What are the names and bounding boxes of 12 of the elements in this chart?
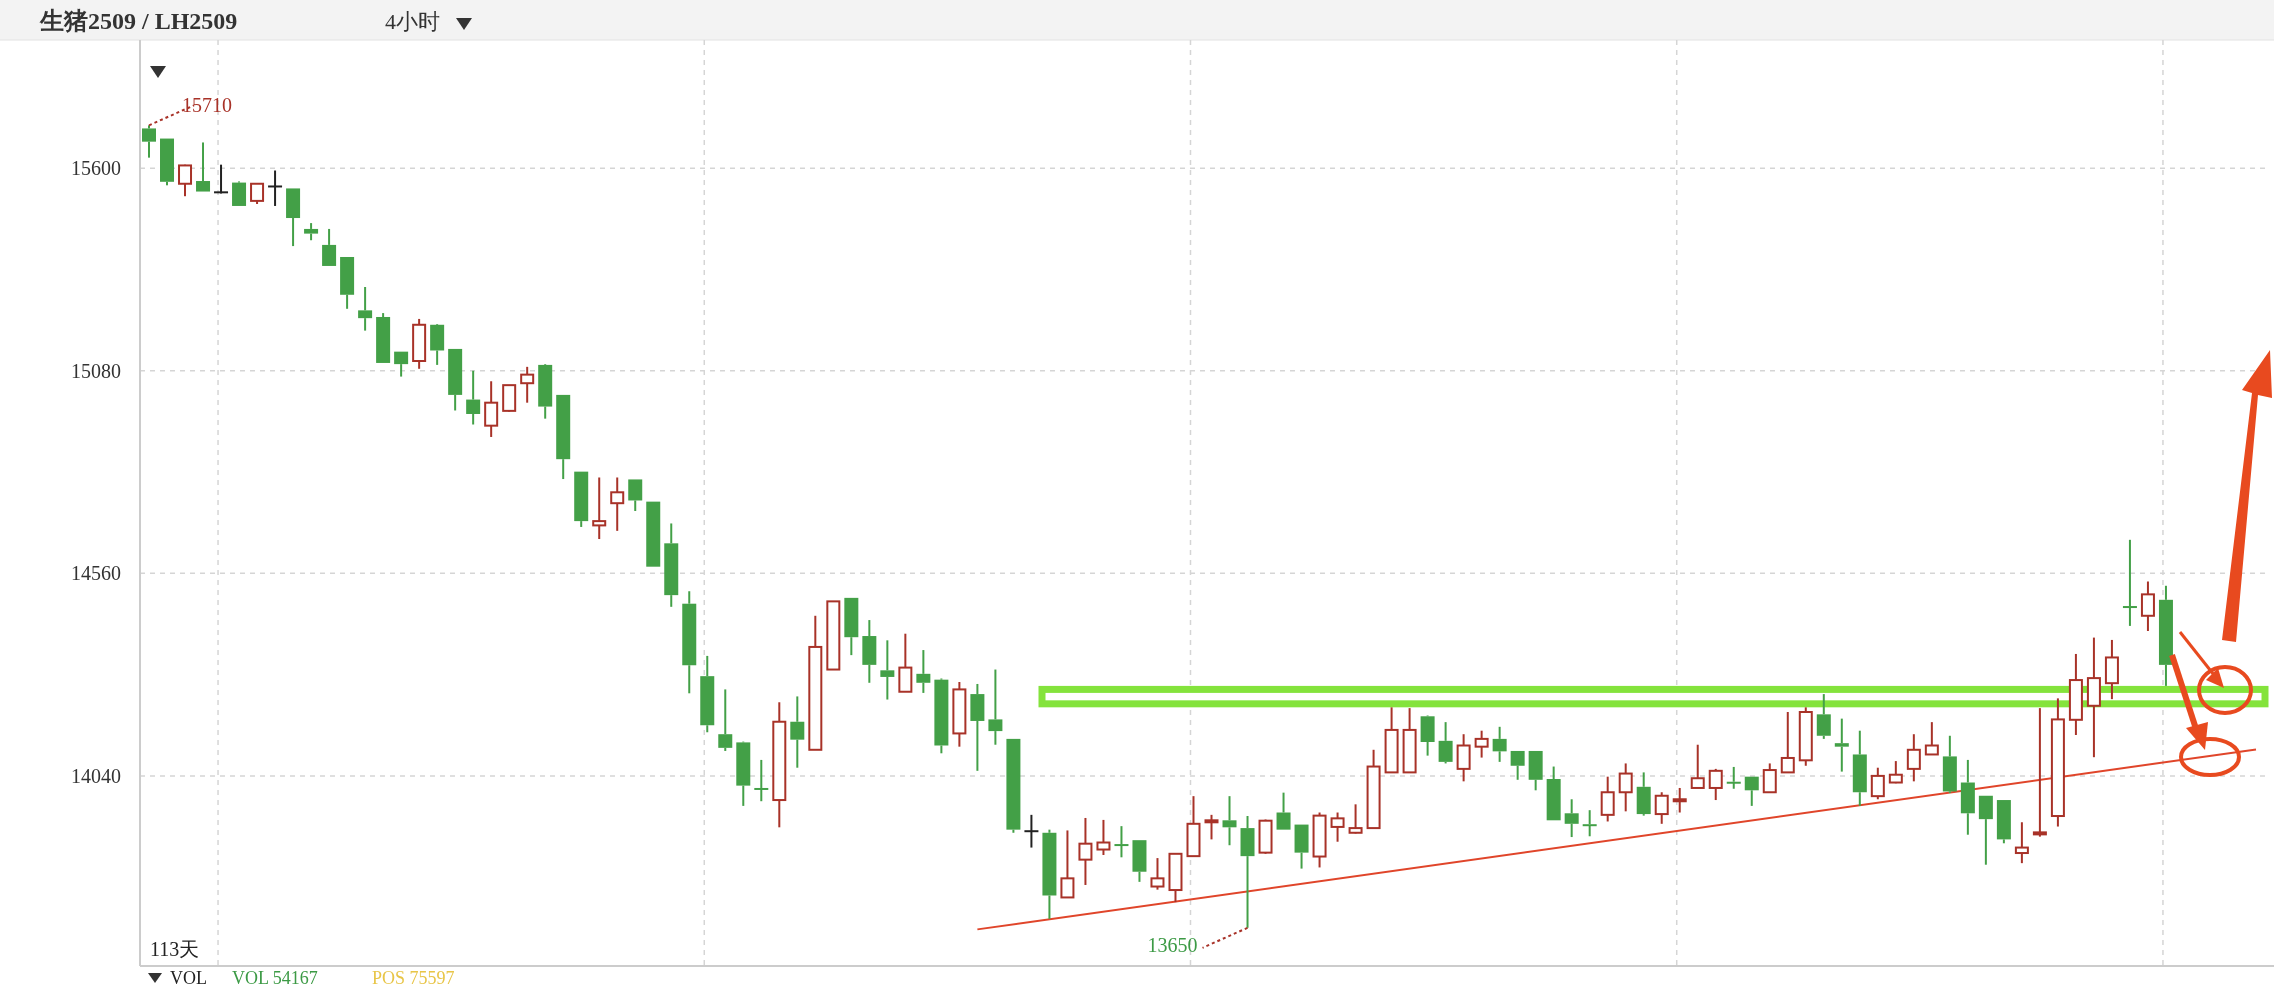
y-tick-label: 14040	[71, 764, 121, 787]
y-tick-label: 14560	[71, 562, 121, 585]
chart-title: 生猪2509 / LH2509	[39, 8, 238, 34]
chart-subtitle: 4小时	[385, 9, 440, 34]
annotation: 15710	[182, 94, 232, 117]
y-tick-label: 15600	[71, 157, 121, 180]
y-tick-label: 15080	[71, 359, 121, 382]
annotation: 113天	[150, 938, 200, 960]
annotation: 13650	[1147, 933, 1198, 956]
text: VOL	[170, 968, 207, 986]
text: VOL 54167	[232, 968, 318, 986]
text: POS 75597	[372, 968, 455, 986]
